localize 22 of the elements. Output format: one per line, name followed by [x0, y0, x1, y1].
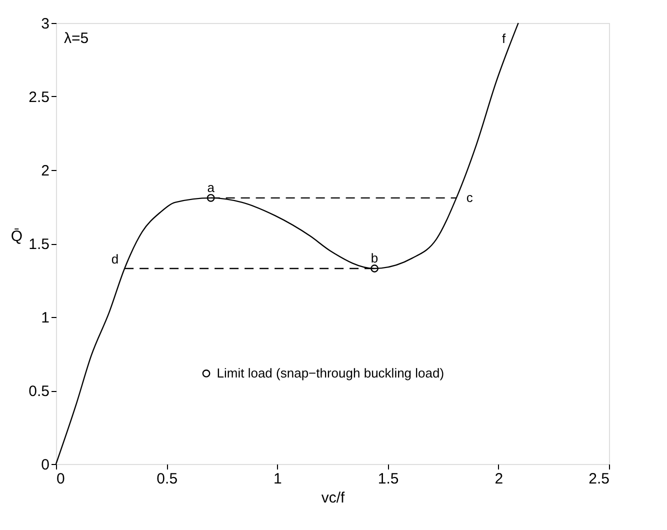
y-axis-title: Q̄	[10, 228, 22, 245]
y-tick-label: 3	[41, 16, 50, 32]
y-tick-label: 2.5	[28, 89, 50, 106]
x-axis-title: vc/f	[321, 490, 346, 506]
y-tick-label: 1	[41, 310, 50, 326]
legend-label: Limit load (snap−through buckling load)	[216, 365, 444, 380]
y-tick-label: 1.5	[28, 236, 50, 253]
x-tick-label: 0	[56, 470, 65, 488]
y-tick-label: 0.5	[28, 383, 50, 400]
x-tick-label: 1	[274, 470, 282, 488]
x-tick-label: 2	[494, 470, 504, 488]
x-tick-label: 0.5	[156, 470, 178, 488]
annotation: λ=5	[64, 30, 89, 47]
annotation: d	[111, 251, 119, 266]
y-tick-label: 2	[41, 162, 50, 180]
annotation: f	[502, 31, 506, 46]
annotation: c	[466, 190, 474, 205]
x-tick-label: 1.5	[378, 470, 399, 488]
annotation: b	[370, 250, 378, 266]
y-tick-label: 0	[41, 456, 50, 474]
annotation: a	[207, 180, 216, 195]
x-tick-label: 2.5	[588, 470, 610, 488]
